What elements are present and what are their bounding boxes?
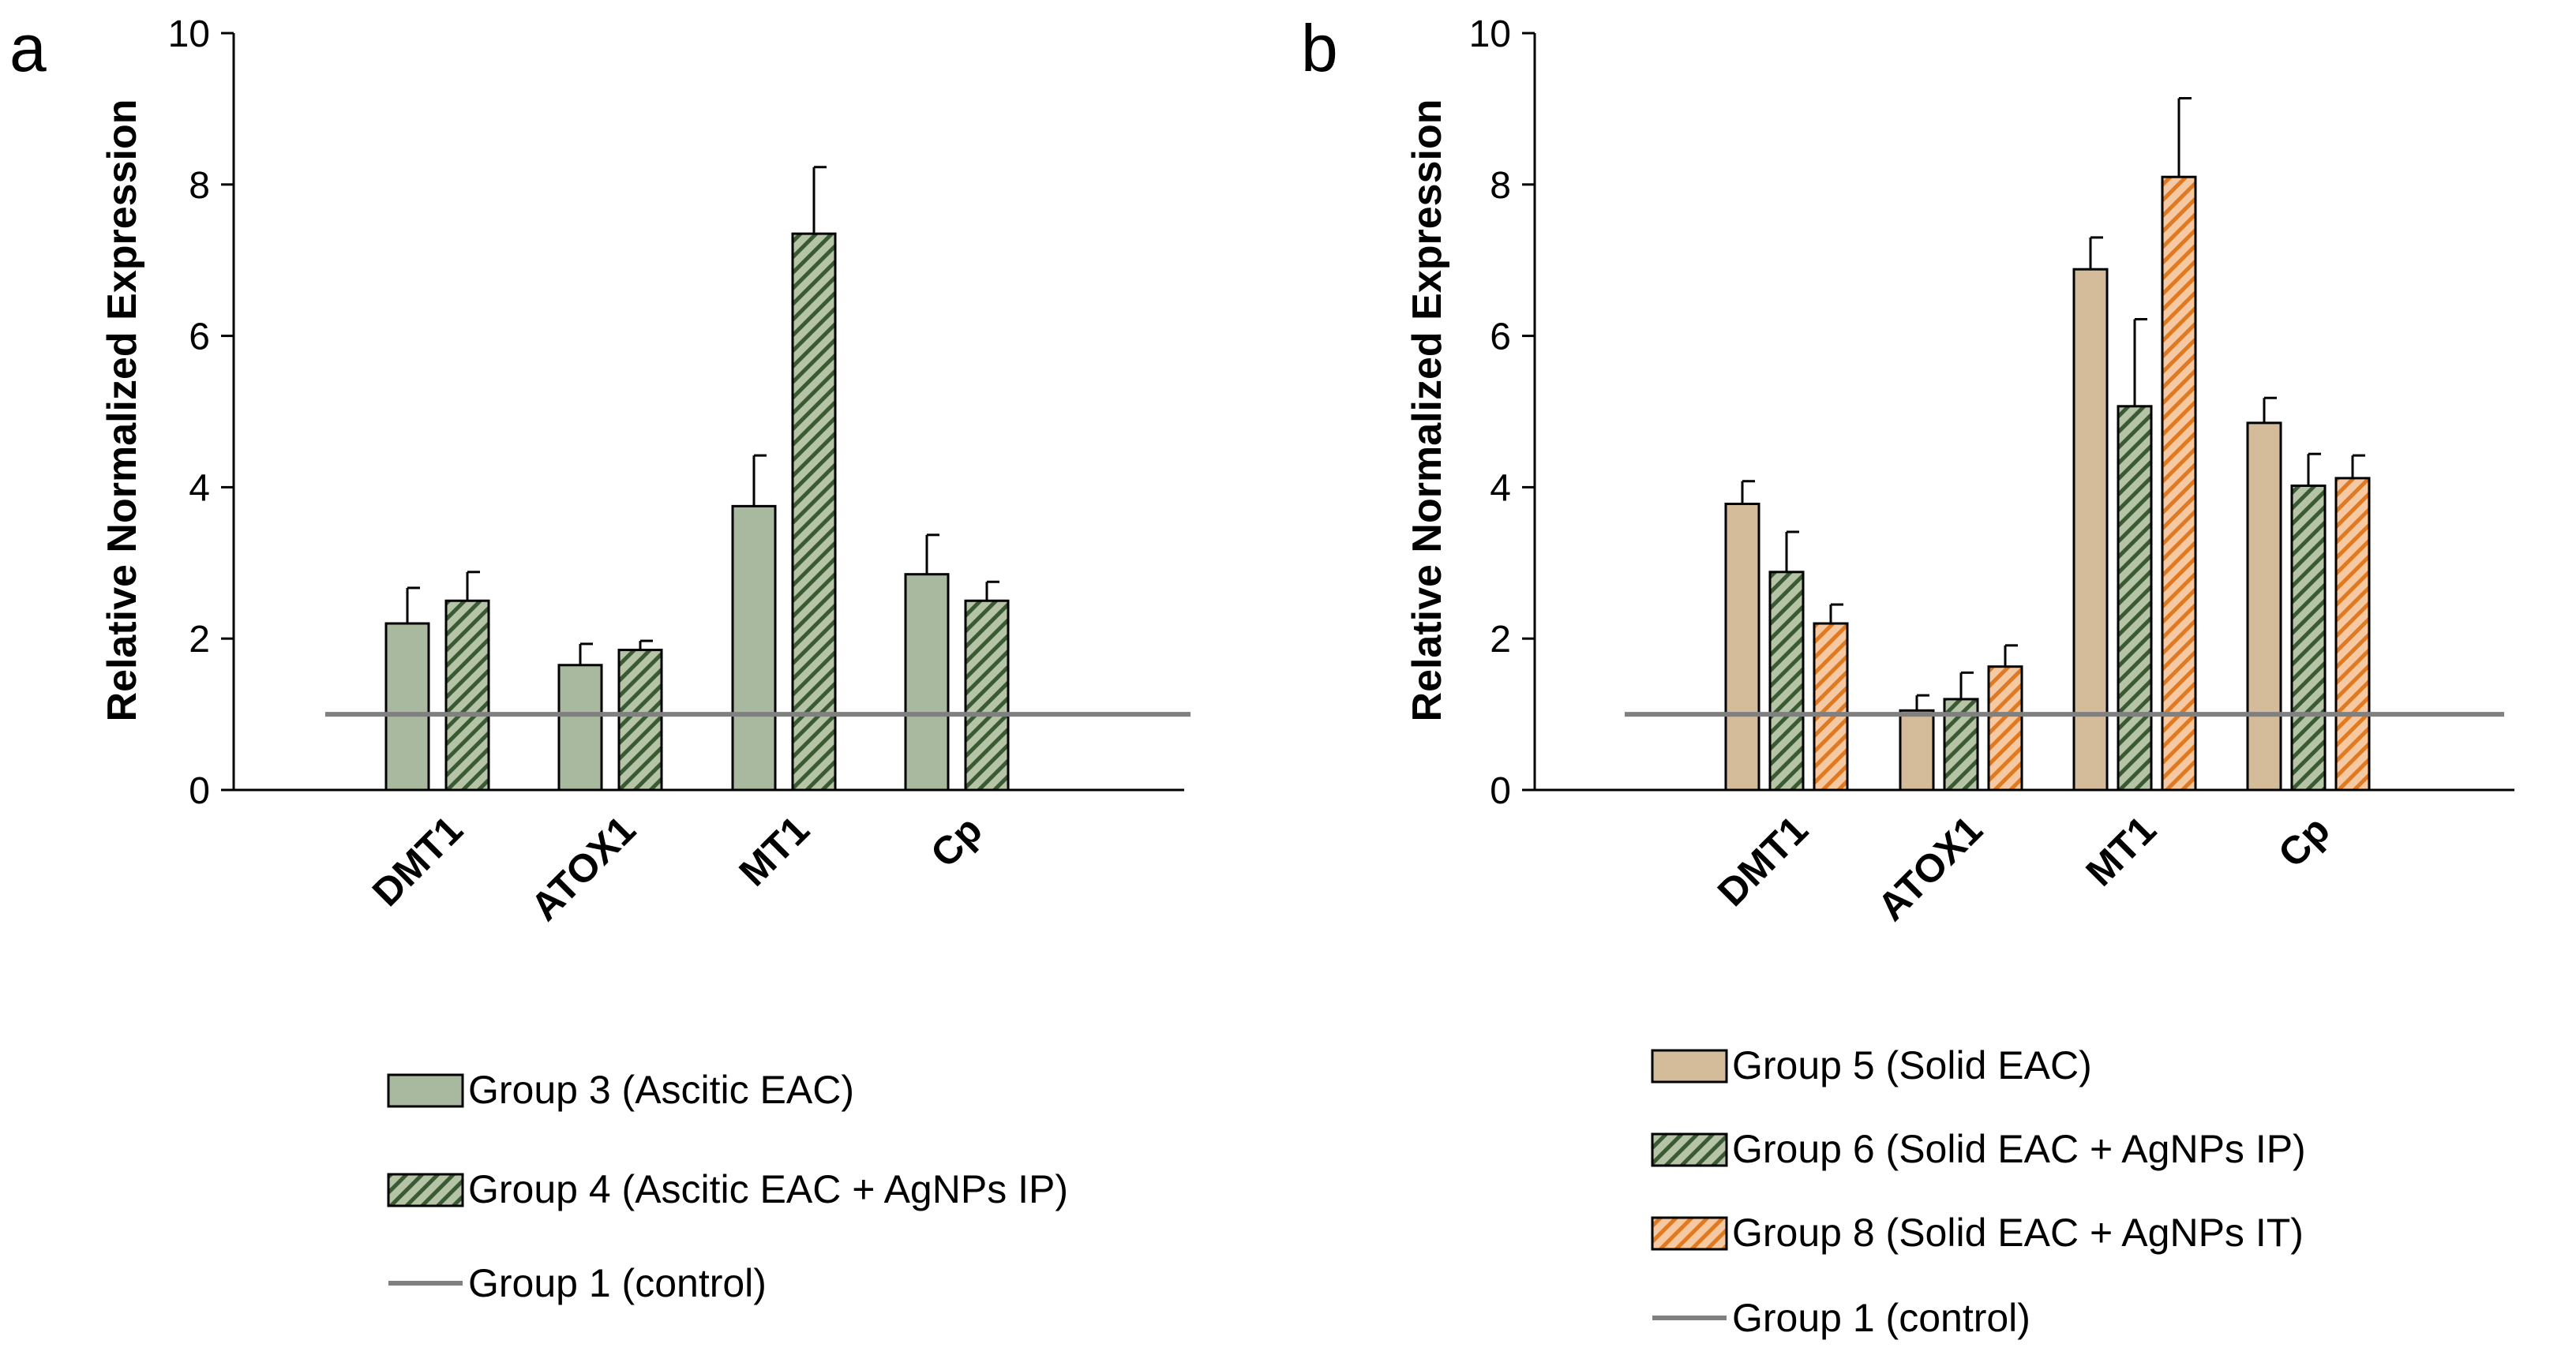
y-tick-label: 4: [189, 467, 210, 509]
bar-cp-series2: [2290, 484, 2327, 792]
legend-swatch-group4: [387, 1173, 464, 1207]
bar-mt1-series1: [731, 504, 777, 792]
bar-mt1-series2: [791, 232, 837, 792]
legend-label-group6: Group 6 (Solid EAC + AgNPs IP): [1732, 1127, 2306, 1171]
bar-dmt1-series2: [1768, 571, 1805, 792]
bar-cp-series2: [964, 599, 1010, 792]
y-tick-label: 2: [1490, 619, 1511, 661]
panel-a: a Relative Normalized Expression 0 2 4 6 8 10…: [9, 11, 1191, 1305]
y-axis-label-b: Relative Normalized Expression: [1404, 99, 1450, 722]
x-tick-labels-b: DMT1 ATOX1 MT1 Cp: [1709, 807, 2338, 929]
panel-label-b: b: [1301, 11, 1338, 85]
bar-atox1-series2: [617, 649, 663, 792]
x-tick-label-cp: Cp: [922, 807, 991, 876]
bar-cp-series3: [2334, 477, 2371, 792]
x-tick-label-mt1: MT1: [2077, 807, 2164, 894]
y-tick-label: 8: [1490, 165, 1511, 207]
legend-item-group6: Group 6 (Solid EAC + AgNPs IP): [1651, 1127, 2306, 1171]
y-tick-label: 10: [168, 13, 210, 55]
bar-dmt1-series1: [1724, 502, 1760, 792]
bars-a: [234, 166, 1184, 792]
bar-dmt1-series2: [444, 599, 490, 792]
y-tick-label: 6: [189, 316, 210, 358]
x-tick-labels-a: DMT1 ATOX1 MT1 Cp: [364, 807, 991, 929]
y-axis-label-a: Relative Normalized Expression: [99, 99, 145, 722]
legend-swatch-group3: [387, 1073, 464, 1108]
x-tick-label-dmt1: DMT1: [364, 807, 471, 915]
x-tick-label-atox1: ATOX1: [1869, 807, 1991, 929]
bar-mt1-series3: [2161, 175, 2197, 792]
bar-dmt1-series3: [1813, 622, 1849, 792]
legend-item-group5: Group 5 (Solid EAC): [1651, 1043, 2092, 1087]
legend-a: Group 3 (Ascitic EAC) Group 4 (Ascitic E…: [387, 1068, 1068, 1305]
x-tick-label-atox1: ATOX1: [523, 807, 644, 929]
y-tick-label: 4: [1490, 467, 1511, 509]
legend-label-group4: Group 4 (Ascitic EAC + AgNPs IP): [468, 1167, 1068, 1211]
legend-item-group8: Group 8 (Solid EAC + AgNPs IT): [1651, 1211, 2304, 1255]
legend-item-control-b: Group 1 (control): [1652, 1296, 2030, 1340]
legend-item-control-a: Group 1 (control): [388, 1261, 767, 1305]
y-tick-label: 10: [1469, 13, 1511, 55]
legend-label-group5: Group 5 (Solid EAC): [1732, 1043, 2092, 1087]
y-ticks-b: 0 2 4 6 8 10: [1469, 13, 1535, 812]
x-tick-label-mt1: MT1: [730, 807, 817, 894]
legend-label-control-b: Group 1 (control): [1732, 1296, 2030, 1340]
bar-atox1-series1: [1899, 709, 1935, 792]
y-tick-label: 0: [189, 770, 210, 812]
legend-swatch-group6: [1651, 1132, 1728, 1167]
legend-swatch-group5: [1651, 1049, 1728, 1084]
legend-label-group8: Group 8 (Solid EAC + AgNPs IT): [1732, 1211, 2304, 1255]
panel-label-a: a: [9, 11, 47, 85]
legend-label-group3: Group 3 (Ascitic EAC): [468, 1068, 854, 1112]
bar-atox1-series3: [1987, 665, 2023, 792]
panel-b: b Relative Normalized Expression 0 2 4 6 8 10…: [1301, 11, 2514, 1340]
bar-atox1-series1: [557, 664, 603, 792]
y-tick-label: 0: [1490, 770, 1511, 812]
y-tick-label: 2: [189, 619, 210, 661]
bar-dmt1-series1: [384, 622, 430, 792]
legend-swatch-group8: [1651, 1216, 1728, 1251]
y-ticks-a: 0 2 4 6 8 10: [168, 13, 234, 812]
bar-mt1-series2: [2117, 405, 2153, 792]
legend-b: Group 5 (Solid EAC) Group 6 (Solid EAC +…: [1651, 1043, 2306, 1340]
x-tick-label-cp: Cp: [2270, 807, 2338, 876]
x-tick-label-dmt1: DMT1: [1709, 807, 1817, 915]
bar-cp-series1: [2246, 421, 2282, 792]
legend-item-group4: Group 4 (Ascitic EAC + AgNPs IP): [387, 1167, 1068, 1211]
bar-cp-series1: [904, 573, 950, 792]
legend-label-control-a: Group 1 (control): [468, 1261, 767, 1305]
y-tick-label: 6: [1490, 316, 1511, 358]
legend-item-group3: Group 3 (Ascitic EAC): [387, 1068, 854, 1112]
bar-mt1-series1: [2072, 268, 2109, 792]
bars-b: [1535, 96, 2514, 792]
y-tick-label: 8: [189, 165, 210, 207]
